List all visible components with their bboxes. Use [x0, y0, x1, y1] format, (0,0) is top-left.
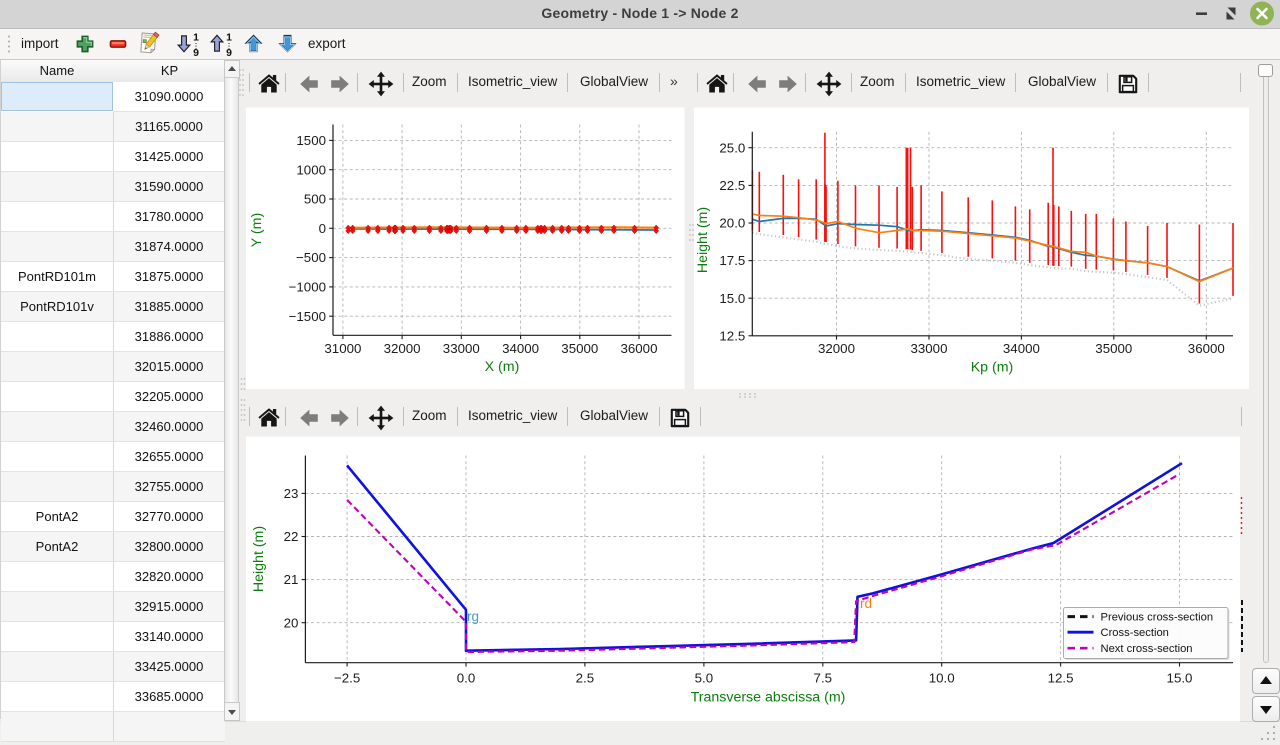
svg-text:1: 1 — [226, 32, 232, 44]
svg-text:32000: 32000 — [818, 341, 855, 356]
svg-text:Next cross-section: Next cross-section — [1101, 643, 1193, 655]
svg-text:−2.5: −2.5 — [334, 671, 360, 686]
svg-text:9: 9 — [226, 47, 232, 57]
svg-text:15.0: 15.0 — [1167, 671, 1193, 686]
svg-text:12.5: 12.5 — [719, 328, 745, 343]
svg-text:34000: 34000 — [502, 341, 539, 356]
svg-text:10.0: 10.0 — [929, 671, 955, 686]
svg-text:0.0: 0.0 — [457, 671, 476, 686]
svg-text:1: 1 — [193, 32, 199, 44]
svg-text:20.0: 20.0 — [719, 216, 745, 231]
svg-text:2.5: 2.5 — [576, 671, 595, 686]
svg-text:33000: 33000 — [911, 341, 948, 356]
svg-text:Y (m): Y (m) — [249, 213, 265, 247]
svg-text:1500: 1500 — [296, 133, 326, 148]
svg-text:500: 500 — [304, 192, 326, 207]
svg-text:32000: 32000 — [384, 341, 421, 356]
svg-text:Height (m): Height (m) — [695, 207, 711, 273]
svg-text:17.5: 17.5 — [719, 253, 745, 268]
svg-text:Previous cross-section: Previous cross-section — [1101, 612, 1214, 624]
svg-text:Height (m): Height (m) — [251, 526, 267, 592]
svg-text:5.0: 5.0 — [695, 671, 714, 686]
svg-text:0: 0 — [319, 221, 326, 236]
svg-text:35000: 35000 — [561, 341, 598, 356]
svg-text:35000: 35000 — [1095, 341, 1132, 356]
svg-text:−1000: −1000 — [289, 280, 326, 295]
svg-text:20: 20 — [284, 615, 299, 630]
svg-text:−1500: −1500 — [289, 309, 326, 324]
svg-text:Transverse abscissa (m): Transverse abscissa (m) — [691, 690, 846, 706]
svg-text:21: 21 — [284, 572, 299, 587]
svg-text:X (m): X (m) — [485, 359, 520, 375]
svg-text:Cross-section: Cross-section — [1101, 627, 1169, 639]
svg-text:22: 22 — [284, 529, 299, 544]
svg-text:34000: 34000 — [1003, 341, 1040, 356]
svg-text:−500: −500 — [296, 250, 326, 265]
svg-text:36000: 36000 — [1188, 341, 1225, 356]
svg-text:23: 23 — [284, 486, 299, 501]
svg-text:7.5: 7.5 — [814, 671, 833, 686]
svg-text:25.0: 25.0 — [719, 140, 745, 155]
svg-text:rg: rg — [467, 609, 479, 624]
svg-text:33000: 33000 — [443, 341, 480, 356]
svg-text:Kp (m): Kp (m) — [971, 360, 1014, 376]
svg-text:12.5: 12.5 — [1048, 671, 1074, 686]
svg-text:15.0: 15.0 — [719, 291, 745, 306]
svg-text:rd: rd — [860, 596, 872, 611]
svg-text:1000: 1000 — [296, 162, 326, 177]
svg-text:9: 9 — [193, 47, 199, 57]
svg-text:36000: 36000 — [621, 341, 658, 356]
svg-text:31000: 31000 — [324, 341, 361, 356]
svg-text:22.5: 22.5 — [719, 178, 745, 193]
